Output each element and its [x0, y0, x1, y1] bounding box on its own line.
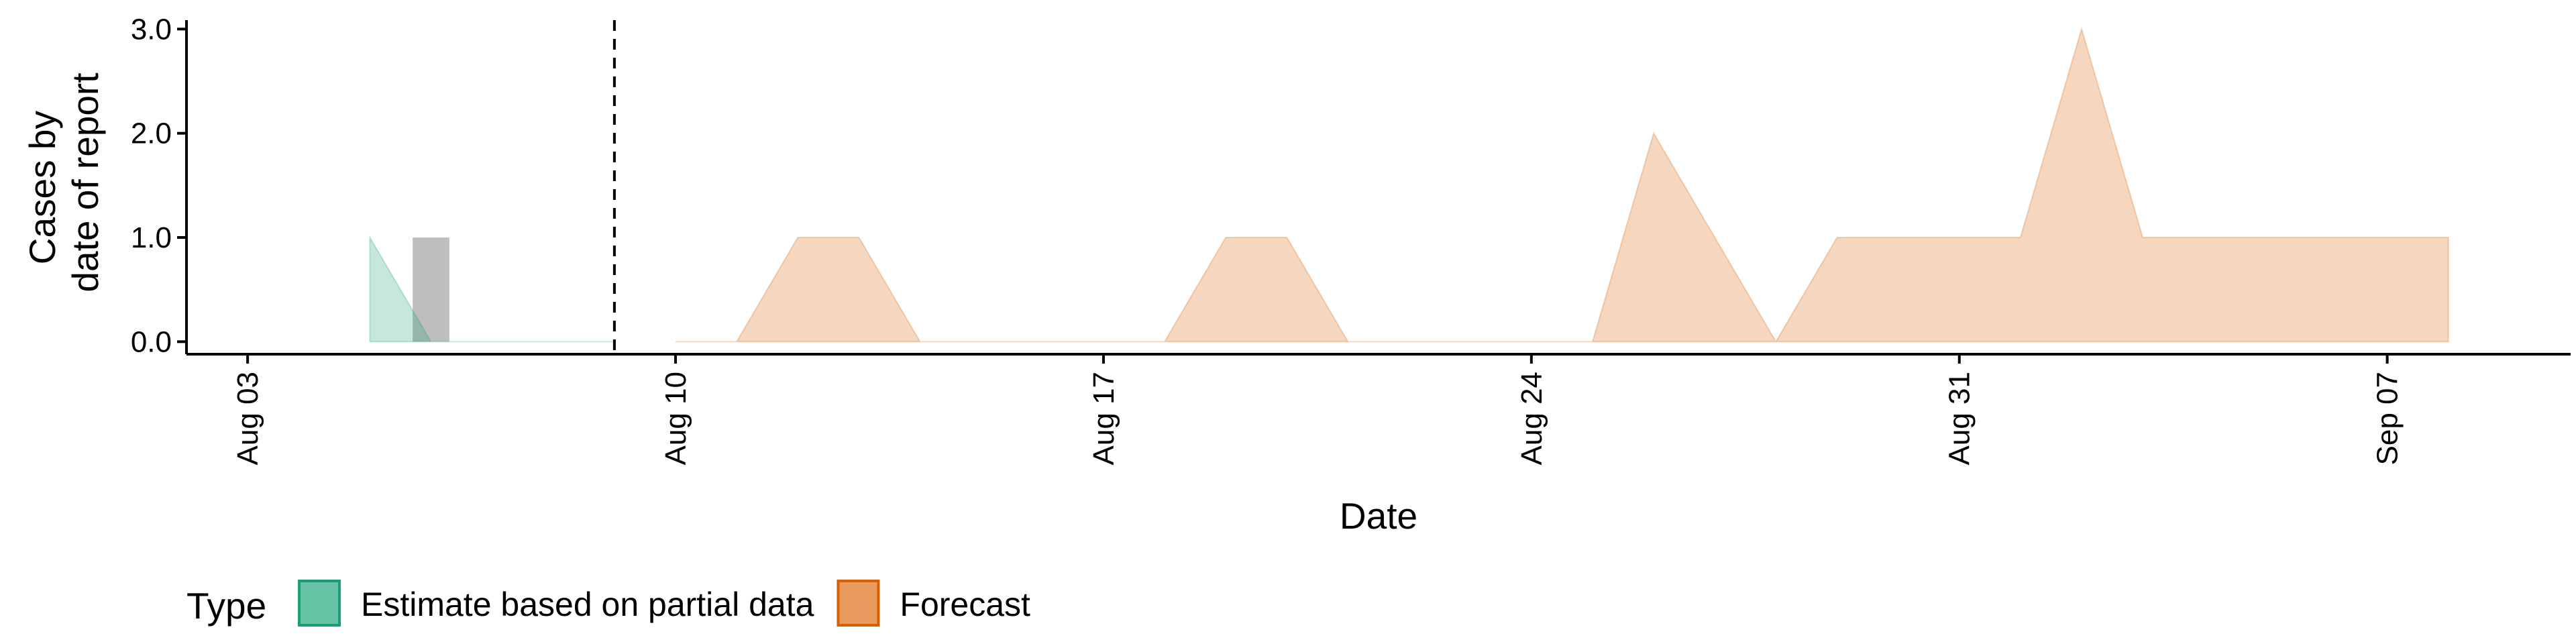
x-tick-label-2: Aug 17	[1087, 372, 1120, 465]
x-tick-label-4: Aug 31	[1943, 372, 1976, 465]
legend-key-1	[837, 580, 880, 627]
area-series-0	[369, 235, 614, 343]
x-tick-label-5: Sep 07	[2371, 372, 2404, 465]
plot-area	[369, 20, 2449, 354]
y-tick-label-2: 2.0	[131, 117, 172, 150]
legend-label-1: Forecast	[900, 586, 1030, 623]
x-tick-label-1: Aug 10	[659, 372, 692, 465]
legend-title: Type	[186, 585, 266, 627]
y-axis-title: Cases by date of report	[21, 72, 106, 292]
y-axis-ticks: 0.0 1.0 2.0 3.0	[131, 13, 186, 358]
y-axis-title-line-1: Cases by	[21, 111, 63, 265]
x-tick-label-3: Aug 24	[1515, 372, 1548, 465]
bar-0	[413, 237, 449, 342]
y-tick-label-1: 1.0	[131, 221, 172, 254]
x-tick-label-0: Aug 03	[231, 372, 264, 465]
y-tick-label-3: 3.0	[131, 13, 172, 46]
legend-items: Estimate based on partial data Forecast	[298, 580, 1030, 627]
legend-key-0	[298, 580, 341, 627]
legend: Type Estimate based on partial data Forec…	[186, 580, 1030, 627]
x-axis-ticks: Aug 03 Aug 10 Aug 17 Aug 24 Aug 31 Sep 07	[231, 354, 2404, 465]
y-tick-label-0: 0.0	[131, 325, 172, 358]
area-series-1	[676, 26, 2449, 343]
x-axis-title: Date	[1340, 495, 1417, 537]
y-axis-title-line-2: date of report	[64, 72, 106, 292]
legend-label-0: Estimate based on partial data	[361, 586, 814, 623]
